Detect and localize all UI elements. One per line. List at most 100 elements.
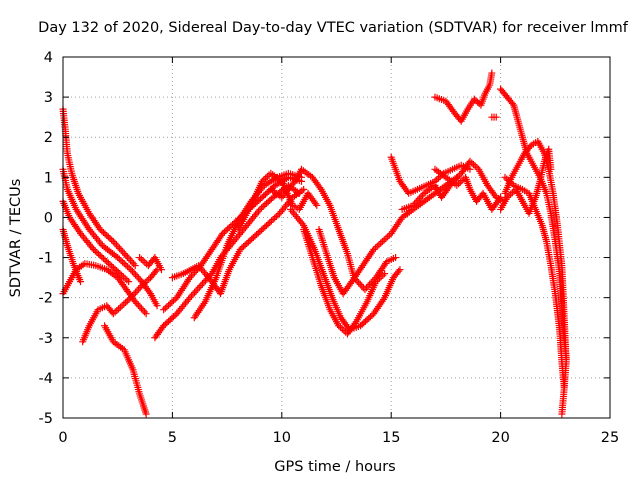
data-point [136, 303, 144, 311]
data-point [116, 244, 124, 252]
data-point [77, 278, 85, 286]
data-point [347, 279, 355, 287]
series-arc-l [190, 169, 305, 322]
data-point [186, 294, 194, 302]
data-point [142, 310, 150, 318]
data-point [122, 298, 130, 306]
y-axis-label: SDTVAR / TECUs [8, 179, 24, 298]
data-point [125, 264, 133, 272]
chart-title: Day 132 of 2020, Sidereal Day-to-day VTE… [38, 20, 629, 36]
data-point [109, 264, 117, 272]
series-arc-c [59, 197, 133, 286]
grid-layer [63, 57, 610, 418]
data-point [256, 205, 264, 213]
series-arc-p [300, 225, 389, 338]
data-point [133, 287, 141, 295]
data-point [128, 267, 136, 275]
data-point [219, 229, 227, 237]
data-point [395, 267, 403, 275]
data-point [248, 235, 256, 243]
data-point [256, 227, 264, 235]
data-point [111, 308, 119, 316]
data-point [357, 322, 365, 330]
data-point [125, 255, 133, 263]
data-point [115, 255, 123, 263]
data-point [134, 301, 142, 309]
data-point [118, 302, 126, 310]
data-point [258, 226, 266, 234]
data-point [166, 300, 174, 308]
data-point [382, 234, 390, 242]
data-point [495, 195, 503, 203]
data-point [135, 274, 143, 282]
data-point [114, 254, 122, 262]
data-point [375, 241, 383, 249]
data-point [300, 185, 308, 193]
series-arc-t [431, 165, 505, 213]
data-point [136, 254, 144, 262]
x-tick-label: 15 [382, 430, 400, 446]
data-point [128, 258, 136, 266]
data-point [127, 294, 135, 302]
y-tick-label: 0 [44, 210, 53, 226]
data-point [366, 313, 374, 321]
data-point [255, 196, 263, 204]
data-point [272, 212, 280, 220]
data-point [108, 262, 116, 270]
data-point [93, 249, 101, 257]
data-point [417, 193, 425, 201]
data-point [137, 255, 145, 263]
data-point [130, 290, 138, 298]
data-point [99, 255, 107, 263]
data-point [104, 259, 112, 267]
y-tick-label: -5 [39, 411, 53, 427]
series-arc-a [59, 105, 139, 270]
data-point [380, 236, 388, 244]
x-tick-label: 25 [601, 430, 619, 446]
data-point [360, 319, 368, 327]
data-point [363, 284, 371, 292]
data-point [264, 198, 272, 206]
data-point [313, 201, 321, 209]
data-point [168, 314, 176, 322]
data-point [236, 246, 244, 254]
data-point [392, 254, 400, 262]
data-point [470, 95, 478, 103]
data-point [396, 266, 404, 274]
data-point [161, 304, 169, 312]
data-point [145, 275, 153, 283]
data-point [124, 263, 132, 271]
data-point [131, 262, 139, 270]
data-point [466, 165, 474, 173]
data-point [132, 271, 140, 279]
data-point [249, 234, 257, 241]
data-point [109, 238, 117, 246]
data-point [120, 300, 128, 308]
x-tick-label: 20 [491, 430, 509, 446]
data-point [91, 247, 99, 255]
data-point [123, 253, 131, 261]
series-arc-i [151, 181, 303, 342]
data-point [117, 257, 125, 265]
data-point [262, 199, 270, 207]
data-point [264, 220, 272, 228]
x-axis-label: GPS time / hours [274, 459, 395, 475]
data-point [364, 282, 372, 290]
x-tick-label: 5 [168, 430, 177, 446]
series-arc-b [59, 165, 161, 310]
data-point [373, 242, 381, 250]
data-point [263, 189, 271, 197]
data-point [101, 256, 109, 264]
data-point [113, 267, 121, 275]
data-point [244, 238, 252, 246]
data-point [316, 184, 324, 192]
data-point [120, 260, 128, 268]
series-arc-q [315, 173, 461, 298]
y-tick-label: -1 [39, 251, 53, 267]
data-point [224, 225, 232, 233]
data-point [187, 292, 195, 300]
data-point [166, 316, 174, 324]
data-point [165, 317, 173, 325]
series-arc-f [79, 266, 161, 346]
